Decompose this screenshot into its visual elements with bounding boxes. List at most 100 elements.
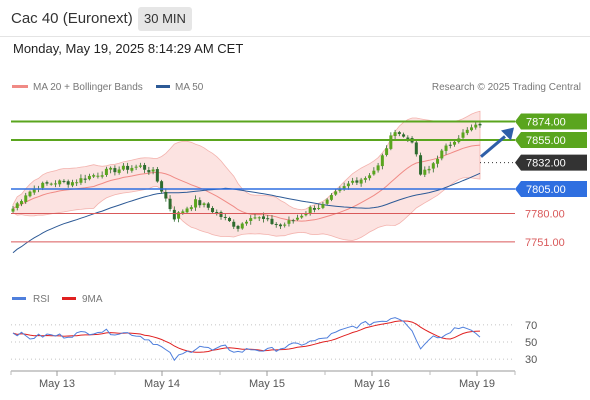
x-tick-label: May 19 <box>459 378 495 390</box>
candle-body <box>236 225 240 229</box>
candle-body <box>83 178 87 180</box>
candle-body <box>185 208 189 213</box>
candle-body <box>312 207 316 210</box>
candle-body <box>215 212 219 214</box>
rsi-legend-label: RSI <box>33 294 50 305</box>
candle-body <box>431 163 435 169</box>
ma50-legend-swatch <box>156 85 170 88</box>
candle-body <box>49 183 53 185</box>
credit-label: Research © 2025 Trading Central <box>432 82 581 93</box>
candle-body <box>206 203 210 208</box>
candle-body <box>342 186 346 189</box>
level-label-resistance: 7855.00 <box>526 135 566 147</box>
candle-body <box>58 180 62 185</box>
candle-body <box>160 181 164 192</box>
candle-body <box>117 169 121 173</box>
rsi-ma-legend-swatch <box>62 297 76 300</box>
candle-body <box>28 191 32 197</box>
x-tick-label: May 15 <box>249 378 285 390</box>
price-plot-area <box>11 110 482 254</box>
candle-body <box>287 220 291 224</box>
candle-body <box>202 203 206 206</box>
candle-body <box>283 224 287 226</box>
level-tag-resistance <box>515 113 587 130</box>
candle-body <box>113 168 117 173</box>
level-tag-pivot <box>515 181 587 197</box>
ma50-legend-label: MA 50 <box>175 82 204 93</box>
candle-body <box>245 221 248 224</box>
candle-body <box>253 217 257 219</box>
candle-body <box>376 165 380 171</box>
candle-body <box>465 129 469 134</box>
candle-body <box>143 165 147 170</box>
candle-body <box>436 158 440 164</box>
candle-body <box>172 209 176 220</box>
candle-body <box>419 155 423 175</box>
candle-body <box>104 168 108 176</box>
candle-body <box>189 207 193 210</box>
candle-body <box>96 175 100 177</box>
candle-body <box>45 182 49 184</box>
candle-body <box>368 175 372 179</box>
candle-body <box>134 166 138 168</box>
candle-body <box>130 167 134 171</box>
candle-body <box>461 132 465 138</box>
candle-body <box>295 217 299 220</box>
candle-body <box>444 145 448 151</box>
candle-body <box>393 132 397 137</box>
candle-body <box>291 220 295 222</box>
x-tick-label: May 14 <box>144 378 180 390</box>
candle-body <box>168 198 172 210</box>
candle-body <box>261 216 265 219</box>
candle-body <box>308 207 312 214</box>
candle-body <box>24 195 28 202</box>
rsi-ma-legend-label: 9MA <box>82 294 103 305</box>
candle-body <box>147 170 151 173</box>
candle-body <box>87 175 91 180</box>
rsi-legend-swatch <box>12 297 26 300</box>
timeframe-badge[interactable]: 30 MIN <box>138 7 192 31</box>
datetime-label: Monday, May 19, 2025 8:14:29 AM CET <box>13 41 244 56</box>
candle-body <box>15 203 19 208</box>
candle-body <box>359 179 363 184</box>
rsi-panel: 70 50 30 <box>11 317 537 366</box>
level-label-support: 7751.00 <box>525 237 565 249</box>
candle-body <box>257 217 261 219</box>
candle-body <box>11 208 15 212</box>
x-axis: May 13 May 14 May 15 May 16 May 19 <box>10 370 516 390</box>
ma20-legend-label: MA 20 + Bollinger Bands <box>33 82 143 93</box>
candle-body <box>240 223 244 229</box>
level-lines: 7874.00 7855.00 7832.00 7805.00 7780.00 7751.… <box>11 113 587 249</box>
level-tag-last <box>515 154 587 171</box>
candle-body <box>181 211 185 214</box>
candle-body <box>363 178 367 180</box>
candle-body <box>321 204 325 208</box>
candle-body <box>427 168 431 171</box>
rsi-tick-label: 70 <box>525 320 537 332</box>
candle-body <box>223 216 227 218</box>
level-label-pivot: 7805.00 <box>526 184 566 196</box>
ma50-line <box>12 172 481 254</box>
candle-body <box>470 127 474 131</box>
candle-body <box>402 134 406 137</box>
candle-body <box>92 175 96 177</box>
candle-body <box>232 221 236 227</box>
level-label-support: 7780.00 <box>525 208 565 220</box>
level-tag-resistance <box>515 132 587 149</box>
candle-body <box>198 200 202 206</box>
rsi-tick-label: 30 <box>525 354 537 366</box>
candle-body <box>164 192 168 199</box>
x-tick-label: May 16 <box>354 378 390 390</box>
candle-body <box>66 181 70 185</box>
candle-body <box>380 155 384 167</box>
candle-body <box>423 169 427 175</box>
forecast-arrow-shaft <box>480 135 506 158</box>
ma20-legend-swatch <box>12 85 28 88</box>
candle-body <box>79 178 83 183</box>
candle-body <box>474 124 478 128</box>
candle-body <box>70 182 74 186</box>
candle-body <box>325 199 329 204</box>
candle-body <box>126 165 130 170</box>
candle-body <box>453 141 457 145</box>
